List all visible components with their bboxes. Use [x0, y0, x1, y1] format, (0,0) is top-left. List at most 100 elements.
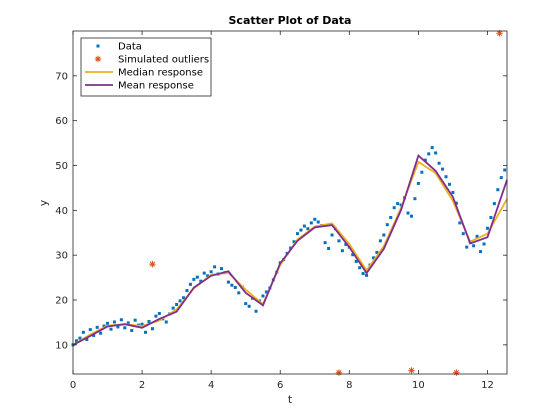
y-tick-label: 40 — [55, 206, 68, 217]
data-point — [385, 223, 389, 227]
tick-layer: 0 2 4 6 8 10 12 10 20 30 40 50 60 70 — [55, 31, 507, 391]
data-point — [399, 203, 403, 207]
data-point — [261, 294, 265, 298]
y-tick-label: 60 — [55, 116, 68, 127]
data-point — [299, 228, 303, 232]
data-point — [130, 329, 134, 333]
data-point — [423, 158, 427, 162]
data-point — [213, 265, 217, 269]
data-point — [465, 245, 469, 249]
data-point — [109, 327, 113, 331]
axes-layer — [72, 30, 508, 375]
data-point — [365, 273, 369, 277]
data-point — [220, 267, 224, 271]
x-tick-label: 10 — [412, 380, 425, 391]
legend: Data Simulated outliers Median response Mea… — [80, 37, 212, 97]
data-point — [382, 233, 386, 237]
data-point — [434, 151, 438, 155]
data-point — [444, 175, 448, 179]
data-point — [175, 303, 179, 307]
data-point — [133, 318, 137, 322]
data-point — [182, 296, 186, 300]
data-point — [378, 239, 382, 243]
data-point — [185, 289, 189, 293]
legend-label-mean-response: Mean response — [118, 81, 194, 92]
simulated-outliers-point — [408, 367, 415, 374]
data-point — [499, 176, 503, 180]
data-point — [503, 168, 507, 172]
legend-label-simulated-outliers: Simulated outliers — [118, 55, 209, 66]
data-point — [116, 325, 120, 329]
data-point — [482, 242, 486, 246]
data-point — [351, 253, 355, 257]
data-point — [289, 246, 293, 250]
data-point — [389, 216, 393, 220]
data-point — [81, 330, 85, 334]
data-point — [327, 246, 331, 250]
y-axis-label: y — [37, 199, 50, 206]
x-tick-label: 4 — [208, 380, 214, 391]
data-point — [406, 211, 410, 215]
data-point — [427, 152, 431, 156]
data-point — [74, 339, 78, 343]
data-point — [454, 201, 458, 205]
data-point — [226, 280, 230, 284]
data-point — [292, 240, 296, 244]
data-point — [123, 326, 127, 330]
data-point — [237, 291, 241, 295]
data-point — [230, 283, 234, 287]
data-point — [375, 250, 379, 254]
data-point — [371, 256, 375, 260]
data-point — [88, 328, 92, 332]
data-point — [202, 271, 206, 275]
data-point — [140, 322, 144, 326]
data-point — [358, 266, 362, 270]
data-point — [451, 190, 455, 194]
legend-label-median-response: Median response — [118, 68, 203, 79]
data-point — [437, 161, 441, 165]
data-point — [302, 224, 306, 228]
data-point — [313, 217, 317, 221]
mean-response-line — [72, 154, 508, 346]
data-point — [144, 330, 148, 334]
data-point — [112, 320, 116, 324]
data-point — [479, 250, 483, 254]
data-point — [233, 285, 237, 289]
data-point — [430, 146, 434, 150]
data-point — [92, 333, 96, 337]
data-point — [396, 202, 400, 206]
data-point — [413, 197, 417, 201]
x-axis-label: t — [288, 393, 293, 406]
data-point — [309, 221, 313, 225]
x-tick-label: 12 — [481, 380, 494, 391]
x-tick-label: 2 — [139, 380, 145, 391]
data-point — [264, 290, 268, 294]
data-point — [441, 167, 445, 171]
data-point — [119, 318, 123, 322]
data-point — [199, 279, 203, 283]
data-point — [195, 275, 199, 279]
legend-box — [80, 37, 212, 97]
data-point — [344, 242, 348, 246]
y-tick-label: 50 — [55, 161, 68, 172]
chart-title: Scatter Plot of Data — [229, 14, 352, 27]
data-point — [323, 241, 327, 245]
data-point — [392, 206, 396, 210]
data-point — [492, 202, 496, 206]
data-point — [95, 325, 99, 329]
data-point — [416, 181, 420, 185]
data-point — [461, 232, 465, 236]
data-point — [206, 274, 210, 278]
data-point — [354, 259, 358, 263]
data-point — [106, 321, 110, 325]
data-point — [164, 320, 168, 324]
data-point — [99, 331, 103, 335]
data-point — [361, 272, 365, 276]
x-tick-label: 0 — [70, 380, 76, 391]
series-layer — [71, 30, 508, 376]
data-point — [209, 270, 213, 274]
legend-label-data: Data — [118, 42, 142, 53]
data-point — [458, 221, 462, 225]
